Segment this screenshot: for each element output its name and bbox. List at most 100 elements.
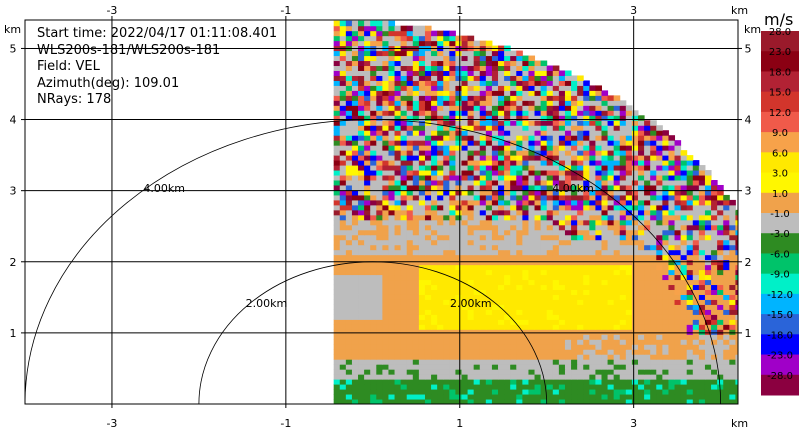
velocity-cell	[394, 180, 402, 186]
x-tick-label-bottom: 3	[630, 417, 637, 430]
velocity-cell	[339, 110, 347, 116]
velocity-cell	[723, 369, 730, 375]
velocity-cell	[631, 304, 639, 310]
velocity-cell	[455, 324, 462, 330]
velocity-cell	[412, 239, 420, 246]
velocity-cell	[692, 329, 700, 335]
velocity-cell	[370, 344, 377, 350]
velocity-cell	[583, 269, 590, 276]
velocity-cell	[437, 75, 444, 81]
velocity-cell	[431, 145, 438, 151]
velocity-cell	[437, 359, 444, 365]
velocity-cell	[394, 254, 402, 261]
velocity-cell	[388, 189, 396, 196]
velocity-cell	[345, 229, 353, 236]
velocity-cell	[455, 115, 462, 121]
velocity-cell	[412, 324, 420, 330]
velocity-cell	[668, 234, 676, 241]
velocity-cell	[382, 384, 389, 390]
velocity-cell	[504, 110, 511, 116]
velocity-cell	[510, 140, 517, 146]
velocity-cell	[741, 240, 748, 245]
velocity-cell	[534, 334, 542, 340]
velocity-cell	[577, 214, 584, 221]
velocity-cell	[650, 140, 657, 146]
velocity-cell	[668, 389, 676, 395]
velocity-cell	[339, 364, 347, 370]
velocity-cell	[498, 160, 505, 166]
velocity-cell	[704, 354, 712, 360]
velocity-cell	[418, 389, 426, 395]
velocity-cell	[735, 309, 738, 315]
velocity-cell	[619, 259, 627, 266]
velocity-cell	[735, 224, 738, 231]
velocity-cell	[510, 234, 517, 241]
velocity-cell	[625, 115, 633, 121]
velocity-cell	[498, 394, 505, 400]
velocity-cell	[674, 394, 682, 400]
velocity-cell	[571, 75, 578, 81]
velocity-cell	[345, 254, 353, 261]
velocity-cell	[692, 219, 700, 226]
velocity-cell	[528, 160, 536, 166]
velocity-cell	[473, 359, 481, 365]
velocity-cell	[729, 359, 736, 365]
velocity-cell	[400, 294, 408, 300]
velocity-cell	[498, 319, 505, 325]
velocity-cell	[491, 319, 499, 325]
velocity-cell	[656, 180, 663, 186]
velocity-cell	[443, 209, 450, 216]
velocity-cell	[571, 80, 578, 86]
velocity-cell	[510, 284, 517, 291]
velocity-cell	[668, 160, 676, 166]
velocity-cell	[406, 304, 414, 310]
velocity-cell	[431, 249, 438, 256]
velocity-cell	[680, 170, 688, 176]
velocity-cell	[412, 394, 420, 400]
velocity-cell	[607, 374, 615, 380]
velocity-cell	[668, 155, 676, 161]
velocity-cell	[516, 110, 523, 116]
velocity-cell	[516, 100, 523, 106]
velocity-cell	[656, 229, 663, 236]
velocity-cell	[339, 379, 347, 385]
velocity-cell	[424, 399, 432, 404]
velocity-cell	[748, 349, 755, 354]
velocity-cell	[528, 379, 536, 385]
velocity-cell	[613, 130, 621, 136]
velocity-cell	[546, 219, 554, 226]
velocity-cell	[388, 344, 396, 350]
velocity-cell	[424, 279, 432, 286]
velocity-cell	[485, 274, 493, 281]
velocity-cell	[619, 170, 627, 176]
velocity-cell	[516, 180, 523, 186]
velocity-cell	[431, 55, 438, 62]
velocity-cell	[692, 394, 700, 400]
velocity-cell	[577, 75, 584, 81]
velocity-cell	[364, 145, 371, 151]
velocity-cell	[711, 399, 718, 404]
velocity-cell	[510, 110, 517, 116]
colorbar-segment	[761, 51, 799, 72]
velocity-cell	[607, 239, 615, 246]
velocity-cell	[577, 209, 584, 216]
velocity-cell	[358, 35, 365, 42]
velocity-cell	[485, 219, 493, 226]
velocity-cell	[546, 234, 554, 241]
velocity-cell	[437, 55, 444, 62]
velocity-cell	[698, 180, 706, 186]
velocity-cell	[711, 264, 718, 271]
velocity-cell	[382, 219, 389, 226]
velocity-cell	[571, 329, 578, 335]
velocity-cell	[364, 289, 371, 295]
velocity-cell	[376, 165, 383, 171]
velocity-cell	[382, 239, 389, 246]
velocity-cell	[625, 334, 633, 340]
velocity-cell	[698, 359, 706, 365]
velocity-cell	[564, 329, 572, 335]
velocity-cell	[522, 135, 529, 141]
velocity-cell	[358, 274, 365, 281]
velocity-cell	[698, 209, 706, 216]
velocity-cell	[717, 224, 724, 231]
velocity-cell	[406, 60, 414, 67]
